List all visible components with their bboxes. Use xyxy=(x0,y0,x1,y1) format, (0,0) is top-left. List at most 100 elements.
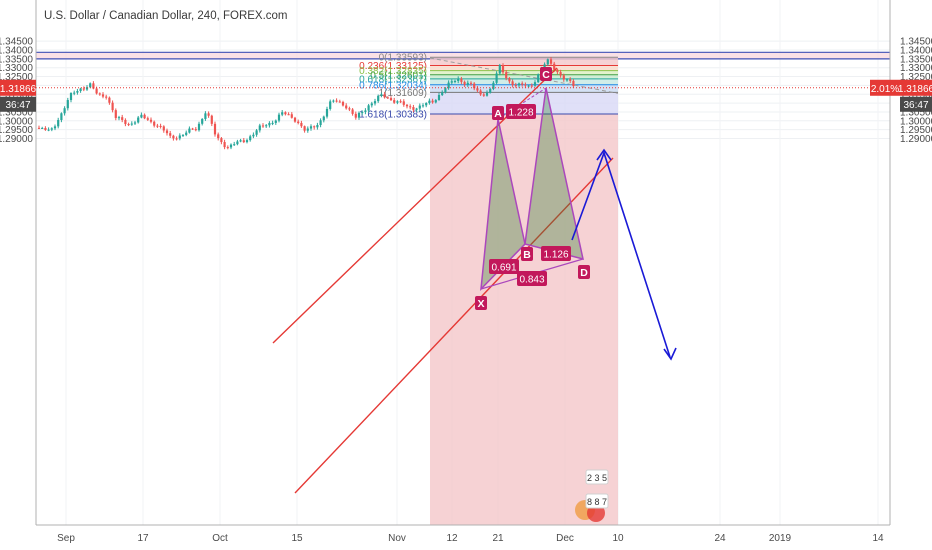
fib-extension-zone xyxy=(430,114,618,525)
point-marker-c: C xyxy=(542,69,550,81)
ratio-pill-label: 0.691 xyxy=(491,263,516,274)
candle-body xyxy=(441,92,444,96)
candle-body xyxy=(537,74,540,83)
countdown-tag-left-bg xyxy=(0,96,36,112)
candle-body xyxy=(146,118,149,120)
candle-body xyxy=(41,127,44,129)
candle-body xyxy=(297,121,300,123)
ratio-pill-label: 1.126 xyxy=(543,250,568,261)
candle-body xyxy=(271,122,274,124)
candle-body xyxy=(258,125,261,131)
fib-zone xyxy=(430,57,618,66)
candle-body xyxy=(162,126,165,131)
candle-body xyxy=(530,85,533,87)
candle-body xyxy=(421,105,425,107)
y-tick-right: 1.34500 xyxy=(900,37,932,48)
candle-body xyxy=(239,140,242,142)
candle-body xyxy=(562,75,565,80)
fib-trend-line xyxy=(429,57,619,94)
candle-body xyxy=(281,112,284,115)
candle-body xyxy=(207,113,210,116)
fib-zone xyxy=(430,78,618,85)
y-tick-left: 1.29000 xyxy=(0,134,33,145)
candle-body xyxy=(543,64,546,70)
candle-body xyxy=(373,101,377,104)
fib-zone xyxy=(430,74,618,79)
countdown-tag-right-bg xyxy=(900,96,932,112)
y-tick-left: 1.30000 xyxy=(0,116,33,127)
candle-body xyxy=(261,125,265,127)
last-price-tag-right-bg xyxy=(900,79,932,96)
candle-body xyxy=(89,83,92,88)
point-marker-bg xyxy=(578,265,590,279)
channel-lower-line xyxy=(294,157,614,494)
candle-body xyxy=(265,125,268,127)
y-tick-right: 1.32500 xyxy=(900,72,932,83)
fib-level-label: 1(1.31609) xyxy=(379,88,427,99)
candle-body xyxy=(345,105,348,109)
candle-body xyxy=(185,132,188,135)
candle-body xyxy=(165,130,169,134)
candle-body xyxy=(233,144,236,146)
last-price-tag-right: 1.31866 xyxy=(898,84,932,95)
candle-body xyxy=(133,122,137,124)
candle-body xyxy=(444,88,447,93)
candle-body xyxy=(335,100,338,102)
candle-body xyxy=(57,120,60,127)
candle-body xyxy=(98,93,101,95)
candle-body xyxy=(364,110,367,112)
point-marker-d: D xyxy=(580,267,588,279)
candle-body xyxy=(514,85,517,87)
point-marker-bg xyxy=(492,106,504,120)
fib-level-label: 0.618(1.32367) xyxy=(359,74,427,85)
y-tick-right: 1.33000 xyxy=(900,63,932,74)
fib-zone xyxy=(430,70,618,75)
candle-body xyxy=(332,100,335,102)
candle-body xyxy=(415,108,418,110)
candle-body xyxy=(210,115,213,124)
candle-body xyxy=(434,100,437,103)
fib-level-label: 0.786(1.32034) xyxy=(359,80,427,91)
candle-body xyxy=(101,94,105,97)
candle-body xyxy=(63,108,66,114)
candle-body xyxy=(322,116,325,121)
event-badge[interactable]: 2 3 5 8 8 7 xyxy=(575,469,609,522)
candle-body xyxy=(300,122,303,127)
badge-top-digits: 2 3 5 xyxy=(587,473,607,483)
candle-body xyxy=(460,78,463,82)
candle-body xyxy=(389,98,393,101)
ratio-pill-label: 0.843 xyxy=(519,275,544,286)
candle-body xyxy=(124,119,127,125)
candle-body xyxy=(492,82,495,89)
x-tick-label: 14 xyxy=(872,533,884,544)
x-tick-label: 24 xyxy=(714,533,726,544)
candle-body xyxy=(287,114,290,116)
candle-body xyxy=(508,78,511,82)
candle-body xyxy=(53,126,57,129)
x-tick-label: 12 xyxy=(446,533,458,544)
fib-level-label: 0.382(1.32835) xyxy=(359,66,427,77)
candle-body xyxy=(316,125,319,128)
ratio-pill-bg xyxy=(541,246,571,261)
x-axis[interactable]: Sep 17 Oct 15 Nov 12 21 Dec 10 24 2019 14 xyxy=(57,533,884,544)
candle-body xyxy=(511,81,514,86)
fib-zone xyxy=(430,92,618,115)
x-tick-label: 2019 xyxy=(769,533,792,544)
candle-body xyxy=(450,81,453,83)
x-tick-label: 17 xyxy=(137,533,149,544)
candle-body xyxy=(92,83,95,89)
x-tick-label: 10 xyxy=(612,533,624,544)
candle-body xyxy=(229,144,233,148)
candle-body xyxy=(348,108,351,110)
candle-body xyxy=(354,113,357,118)
candle-body xyxy=(402,101,405,105)
candle-body xyxy=(66,100,69,109)
candle-body xyxy=(482,94,485,96)
candle-body xyxy=(553,63,556,70)
fib-level-label: 1.618(1.30383) xyxy=(359,110,427,121)
candle-body xyxy=(47,129,50,131)
point-marker-b: B xyxy=(523,249,531,261)
ratio-pill-bg xyxy=(517,271,547,286)
